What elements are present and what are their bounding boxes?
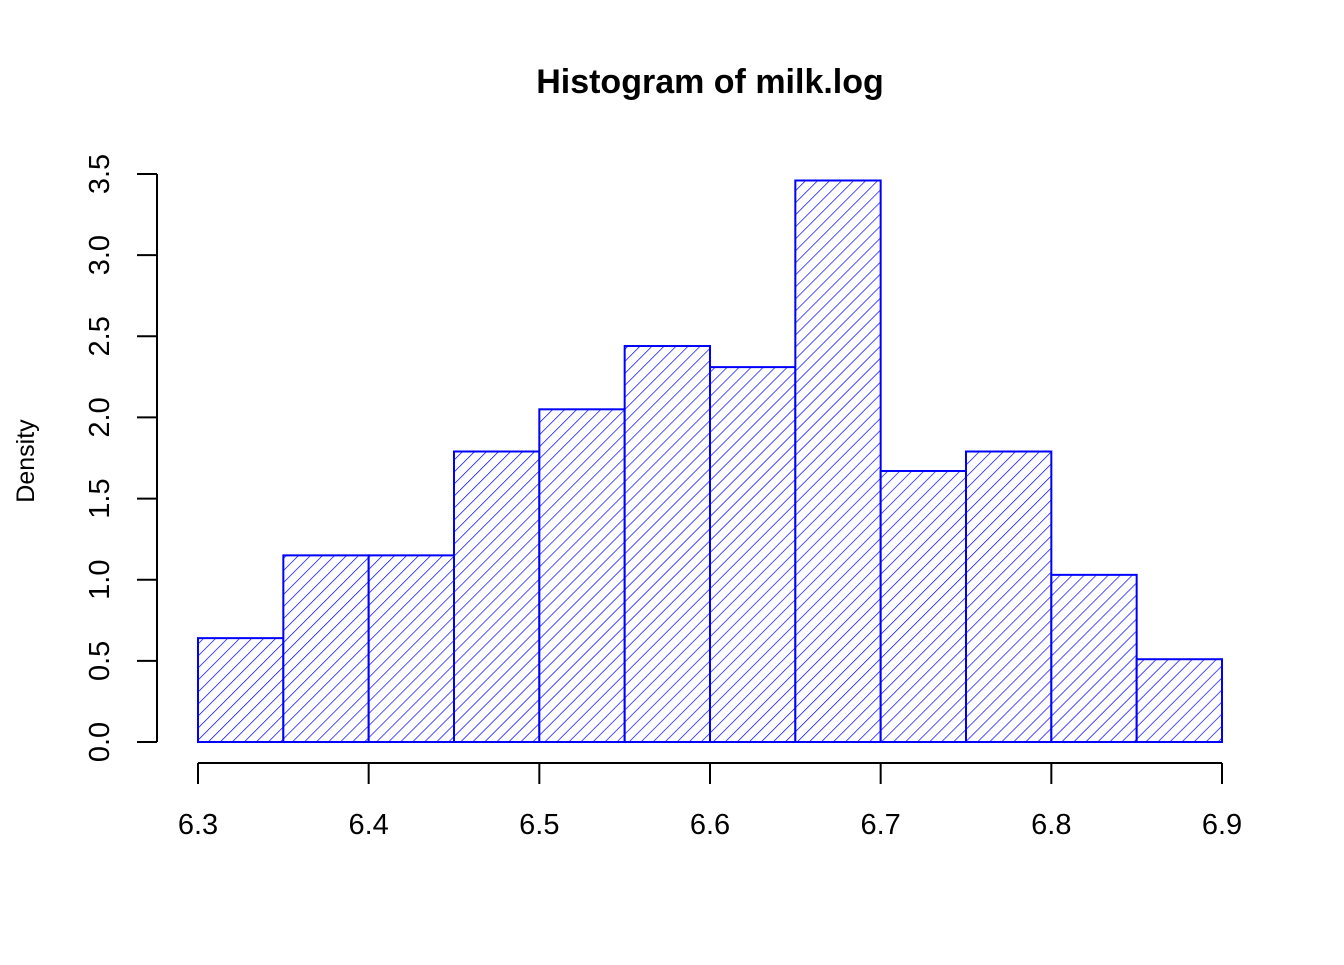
x-tick-label: 6.4 xyxy=(349,809,389,841)
histogram-bar xyxy=(623,345,712,743)
y-tick-label: 3.0 xyxy=(84,235,116,275)
chart-title: Histogram of milk.log xyxy=(536,63,884,101)
y-tick-label: 3.5 xyxy=(84,154,116,194)
y-tick-label: 0.5 xyxy=(84,641,116,681)
histogram-bar xyxy=(197,637,285,743)
bars-layer xyxy=(197,179,1223,744)
x-axis: 6.3 6.4 6.5 6.6 6.7 6.8 6.9 xyxy=(178,762,1242,841)
histogram-bar xyxy=(965,450,1053,743)
y-axis: 0.0 0.5 1.0 1.5 2.0 2.5 3.0 3.5 xyxy=(84,154,158,762)
y-tick-label: 0.0 xyxy=(84,722,116,762)
x-tick-label: 6.7 xyxy=(861,809,901,841)
histogram-bar xyxy=(538,408,626,743)
y-tick-label: 2.5 xyxy=(84,316,116,356)
histogram-bar xyxy=(1050,573,1138,743)
x-tick-label: 6.6 xyxy=(690,809,730,841)
y-axis-label: Density xyxy=(12,419,40,503)
x-tick-label: 6.5 xyxy=(519,809,559,841)
histogram-bar xyxy=(453,450,541,743)
x-tick-label: 6.3 xyxy=(178,809,218,841)
x-tick-label: 6.8 xyxy=(1031,809,1071,841)
histogram-bar xyxy=(794,179,882,743)
histogram-bar xyxy=(282,554,370,743)
histogram-bar xyxy=(879,469,968,743)
histogram-bar xyxy=(367,554,455,743)
x-tick-label: 6.9 xyxy=(1202,809,1242,841)
y-tick-label: 1.0 xyxy=(84,560,116,600)
histogram-bar xyxy=(709,366,797,743)
y-tick-label: 1.5 xyxy=(84,478,116,518)
y-tick-label: 2.0 xyxy=(84,397,116,437)
histogram-bar xyxy=(1135,658,1223,744)
